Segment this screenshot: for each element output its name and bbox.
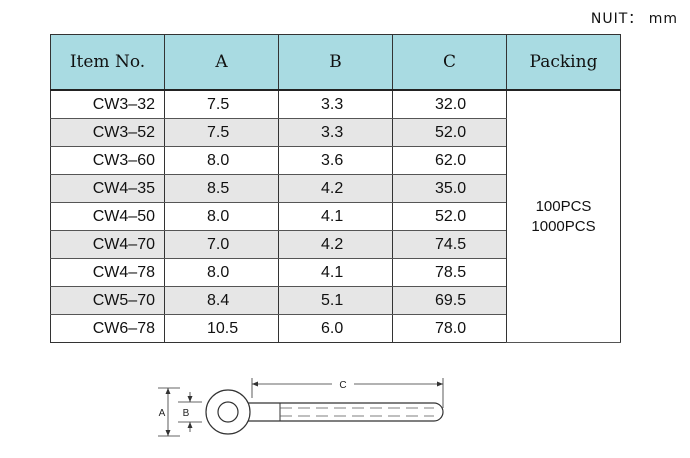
cell-a: 8.0 [164,258,279,287]
header-c: C [392,34,507,91]
dim-c-arrow-left [252,381,258,387]
table-row: CW6–78 10.5 6.0 78.0 [50,314,621,343]
cell-item: CW4–50 [50,202,165,231]
cell-item: CW4–70 [50,230,165,259]
cell-item: CW3–60 [50,146,165,175]
cell-b: 5.1 [278,286,393,315]
cell-c: 74.5 [392,230,507,259]
ring-hole [217,401,239,423]
cell-item: CW4–35 [50,174,165,203]
barrel-outline [248,402,444,422]
cell-a: 7.0 [164,230,279,259]
cell-a: 8.4 [164,286,279,315]
cell-a: 8.0 [164,146,279,175]
cell-c: 32.0 [392,90,507,119]
packing-line-2: 1000PCS [531,217,596,235]
cell-c: 52.0 [392,202,507,231]
header-item-no: Item No. [50,34,165,91]
cell-b: 4.2 [278,230,393,259]
dim-a-arrow-down [165,430,171,436]
cell-b: 6.0 [278,314,393,343]
dim-b-arrow-down [187,396,193,402]
cell-a: 7.5 [164,118,279,147]
cell-b: 3.3 [278,90,393,119]
cell-packing: 100PCS 1000PCS [506,90,621,343]
table-row: CW4–50 8.0 4.1 52.0 [50,202,621,231]
cell-b: 4.2 [278,174,393,203]
cell-b: 4.1 [278,258,393,287]
spec-table: Item No. A B C Packing CW3–32 7.5 3.3 32… [50,34,621,343]
unit-label: NUIT： mm [590,11,678,27]
cell-a: 7.5 [164,90,279,119]
table-row: CW5–70 8.4 5.1 69.5 [50,286,621,315]
cell-a: 10.5 [164,314,279,343]
header-packing: Packing [506,34,621,91]
ring-outer [205,389,251,435]
dim-c-arrow-right [437,381,443,387]
dim-c-label: C [339,380,346,391]
table-row: CW3–60 8.0 3.6 62.0 [50,146,621,175]
packing-line-1: 100PCS [535,197,592,215]
cell-b: 3.6 [278,146,393,175]
table-row: CW4–78 8.0 4.1 78.5 [50,258,621,287]
table-row: CW3–32 7.5 3.3 32.0 100PCS 1000PCS [50,90,621,343]
table-row: CW4–70 7.0 4.2 74.5 [50,230,621,259]
table-row: CW3–52 7.5 3.3 52.0 [50,118,621,147]
cell-a: 8.5 [164,174,279,203]
cell-a: 8.0 [164,202,279,231]
dim-b-label: B [183,408,190,419]
cell-b: 3.3 [278,118,393,147]
dim-b-arrow-up [187,422,193,428]
cell-c: 52.0 [392,118,507,147]
cell-c: 35.0 [392,174,507,203]
dim-a-label: A [159,408,166,419]
cell-item: CW3–32 [50,90,165,119]
cell-c: 69.5 [392,286,507,315]
terminal-diagram: A B C [158,378,444,437]
cell-item: CW6–78 [50,314,165,343]
cell-c: 62.0 [392,146,507,175]
cell-b: 4.1 [278,202,393,231]
cell-item: CW4–78 [50,258,165,287]
dim-a-arrow-up [165,388,171,394]
cell-c: 78.0 [392,314,507,343]
table-row: CW4–35 8.5 4.2 35.0 [50,174,621,203]
cell-c: 78.5 [392,258,507,287]
cell-item: CW3–52 [50,118,165,147]
header-a: A [164,34,279,91]
cell-item: CW5–70 [50,286,165,315]
header-row: Item No. A B C Packing [50,34,621,91]
header-b: B [278,34,393,91]
